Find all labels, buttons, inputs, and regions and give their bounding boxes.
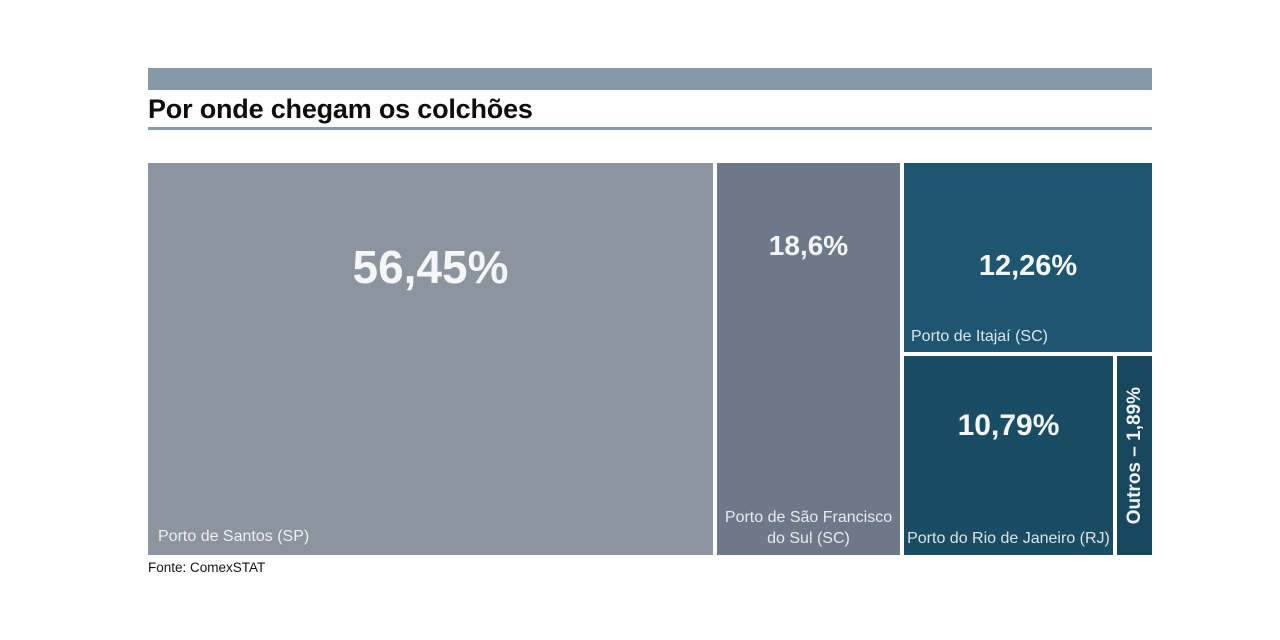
treemap-chart: 56,45% Porto de Santos (SP) 18,6% Porto …	[148, 163, 1152, 555]
treemap-cell-porto-de-itajai[interactable]: 12,26% Porto de Itajaí (SC)	[904, 163, 1152, 352]
treemap-cell-porto-de-santos[interactable]: 56,45% Porto de Santos (SP)	[148, 163, 713, 555]
cell-label-porto-de-sao-francisco-do-sul: Porto de São Francisco do Sul (SC)	[724, 508, 893, 547]
cell-label-outros: Outros – 1,89%	[1123, 386, 1145, 525]
cell-value-porto-de-sao-francisco-do-sul: 18,6%	[768, 230, 849, 261]
cell-value-porto-de-itajai: 12,26%	[978, 250, 1078, 282]
cell-value-porto-do-rio-de-janeiro: 10,79%	[957, 409, 1060, 442]
cell-label-porto-de-santos: Porto de Santos (SP)	[158, 527, 310, 545]
cell-value-porto-de-santos: 56,45%	[352, 241, 509, 293]
treemap-cell-porto-de-sao-francisco-do-sul[interactable]: 18,6% Porto de São Francisco do Sul (SC)	[717, 163, 900, 555]
chart-title: Por onde chegam os colchões	[148, 94, 533, 124]
cell-label-porto-do-rio-de-janeiro: Porto do Rio de Janeiro (RJ)	[907, 529, 1110, 547]
treemap-cell-porto-do-rio-de-janeiro[interactable]: 10,79% Porto do Rio de Janeiro (RJ)	[904, 356, 1113, 555]
cell-label-porto-de-itajai: Porto de Itajaí (SC)	[911, 327, 1048, 345]
treemap-cell-outros[interactable]: Outros – 1,89%	[1117, 356, 1152, 555]
source-note: Fonte: ComexSTAT	[148, 560, 266, 575]
header-accent-bar	[148, 68, 1152, 90]
title-rule	[148, 127, 1152, 130]
